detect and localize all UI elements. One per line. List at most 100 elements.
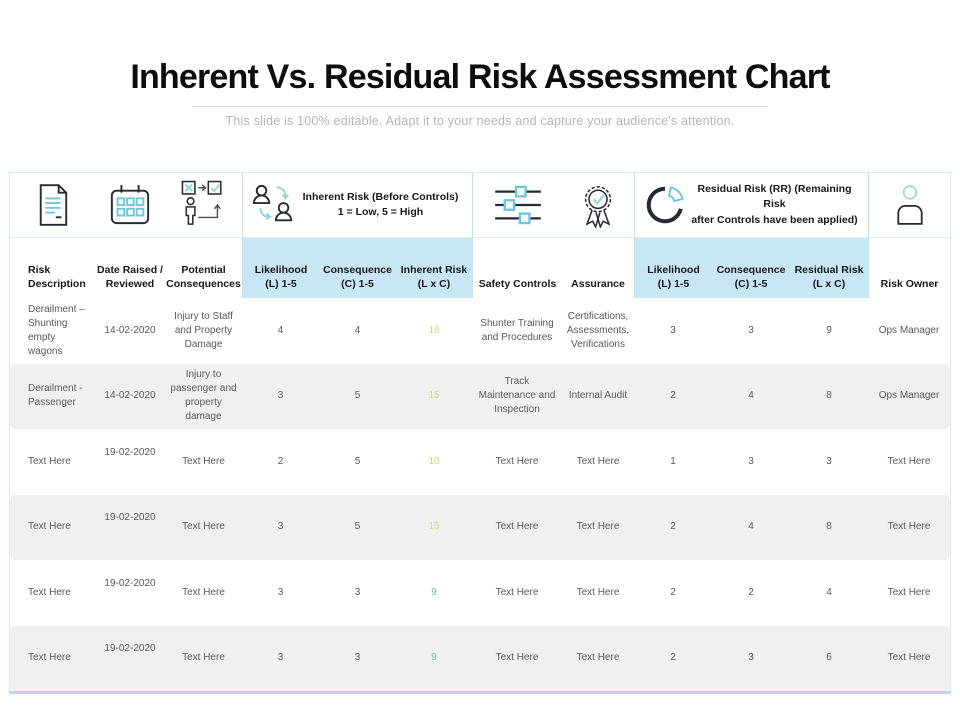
cell-residual-risk: 4 <box>790 560 868 626</box>
cell-safety-controls: Track Maintenance and Inspection <box>472 364 562 430</box>
label-line: Risk <box>28 263 51 276</box>
cell-inherent-likelihood: 3 <box>242 364 319 430</box>
cell-date-raised: 19-02-2020 <box>95 429 165 495</box>
table-body: Derailment – Shunting empty wagons 14-02… <box>10 298 950 691</box>
cell-text: 3 <box>748 455 754 467</box>
cell-text: 5 <box>354 521 361 533</box>
cell-potential-consequences: Text Here <box>165 429 242 495</box>
cell-residual-risk: 8 <box>790 364 868 430</box>
cell-safety-controls: Text Here <box>472 626 562 692</box>
cell-residual-risk: 3 <box>790 429 868 495</box>
person-icon <box>896 185 923 225</box>
header-cell-date-icon <box>95 173 165 237</box>
cell-text: 2 <box>748 586 754 598</box>
label-line: Reviewed <box>105 277 155 290</box>
cell-text: Text Here <box>495 455 539 467</box>
cell-residual-consequence: 4 <box>712 364 790 430</box>
cell-safety-controls: Shunter Training and Procedures <box>472 298 562 364</box>
cell-residual-risk: 6 <box>790 626 868 692</box>
cell-inherent-likelihood: 3 <box>242 560 319 626</box>
award-ribbon-icon <box>584 186 612 228</box>
cell-text: Derailment – Shunting empty wagons <box>28 303 85 357</box>
inherent-group-title: Inherent Risk (Before Controls) 1 = Low,… <box>295 190 472 220</box>
label-line: Inherent Risk <box>400 263 468 276</box>
page-title: Inherent Vs. Residual Risk Assessment Ch… <box>130 58 830 96</box>
subtitle: This slide is 100% editable. Adapt it to… <box>225 114 735 128</box>
table-row: Text Here 19-02-2020 Text Here 3 3 9 Tex… <box>10 625 950 692</box>
cell-inherent-risk: 10 <box>396 429 472 495</box>
inherent-group-title-line2: 1 = Low, 5 = High <box>337 206 424 218</box>
label-line: (L) 1-5 <box>657 277 690 290</box>
cell-residual-likelihood: 2 <box>634 626 712 692</box>
cell-inherent-consequence: 5 <box>319 495 396 561</box>
cell-text: 1 <box>670 455 676 467</box>
cell-text: 4 <box>354 324 361 336</box>
cell-text: 6 <box>826 652 832 664</box>
cell-text: Injury to passenger and property damage <box>170 369 237 423</box>
cell-risk-owner: Text Here <box>868 626 950 692</box>
cell-text: 14-02-2020 <box>104 324 156 336</box>
cell-text: Text Here <box>887 521 931 533</box>
column-header-date-raised: Date Raised / Reviewed <box>95 238 165 298</box>
cell-text: 19-02-2020 <box>104 512 156 524</box>
cell-residual-likelihood: 2 <box>634 495 712 561</box>
cell-risk-owner: Text Here <box>868 560 950 626</box>
cell-date-raised: 19-02-2020 <box>95 626 165 692</box>
cell-inherent-likelihood: 3 <box>242 495 319 561</box>
cell-text: Text Here <box>28 521 71 533</box>
cell-residual-likelihood: 2 <box>634 364 712 430</box>
table-row: Derailment - Passenger 14-02-2020 Injury… <box>10 363 950 430</box>
cell-text: 19-02-2020 <box>104 643 156 655</box>
cell-safety-controls: Text Here <box>472 495 562 561</box>
label-line: (L x C) <box>417 277 451 290</box>
cell-inherent-risk: 15 <box>396 364 472 430</box>
cell-risk-description: Text Here <box>10 495 95 561</box>
cell-text: Ops Manager <box>878 390 940 402</box>
cell-risk-owner: Text Here <box>868 429 950 495</box>
cell-text: Text Here <box>576 521 620 533</box>
cell-text: Internal Audit <box>568 390 628 402</box>
cell-assurance: Certifications, Assessments, Verificatio… <box>562 298 634 364</box>
cell-risk-owner: Ops Manager <box>868 298 950 364</box>
cell-residual-consequence: 3 <box>712 429 790 495</box>
label-line: Consequence <box>716 263 786 276</box>
cell-residual-likelihood: 1 <box>634 429 712 495</box>
cell-risk-description: Text Here <box>10 560 95 626</box>
people-swap-icon <box>252 184 293 222</box>
document-icon <box>39 184 67 226</box>
cell-text: Text Here <box>576 652 620 664</box>
column-header-potential-consequences: Potential Consequences <box>165 238 242 298</box>
cell-inherent-consequence: 4 <box>319 298 396 364</box>
table-row: Derailment – Shunting empty wagons 14-02… <box>10 298 950 364</box>
cell-text: Text Here <box>182 521 225 533</box>
cell-residual-consequence: 3 <box>712 626 790 692</box>
cell-text: 3 <box>277 586 284 598</box>
cell-residual-likelihood: 3 <box>634 298 712 364</box>
inherent-risk-value: 10 <box>428 455 440 467</box>
cell-text: 3 <box>670 324 676 336</box>
inherent-risk-group-header: Inherent Risk (Before Controls) 1 = Low,… <box>242 173 472 237</box>
cell-inherent-risk: 15 <box>396 495 472 561</box>
cell-inherent-likelihood: 4 <box>242 298 319 364</box>
cell-text: Text Here <box>182 455 225 467</box>
cell-text: Text Here <box>576 586 620 598</box>
cell-inherent-risk: 16 <box>396 298 472 364</box>
cell-safety-controls: Text Here <box>472 560 562 626</box>
cell-risk-description: Derailment – Shunting empty wagons <box>10 298 95 364</box>
cell-residual-risk: 9 <box>790 298 868 364</box>
inherent-group-title-line1: Inherent Risk (Before Controls) <box>302 190 459 203</box>
cell-text: Text Here <box>887 586 931 598</box>
header-cell-risk-owner-icon <box>868 173 950 237</box>
label-line: Likelihood <box>647 263 700 276</box>
cell-text: Text Here <box>576 455 620 467</box>
table-row: Text Here 19-02-2020 Text Here 3 3 9 Tex… <box>10 560 950 626</box>
cell-text: Text Here <box>495 586 539 598</box>
cell-text: 2 <box>670 390 676 402</box>
label-line: Assurance <box>571 277 625 290</box>
cell-date-raised: 14-02-2020 <box>95 298 165 364</box>
cell-potential-consequences: Text Here <box>165 495 242 561</box>
label-line: (C) 1-5 <box>341 277 374 290</box>
risk-assessment-table: Inherent Risk (Before Controls) 1 = Low,… <box>9 172 951 694</box>
inherent-risk-value: 15 <box>428 521 440 533</box>
table-row: Text Here 19-02-2020 Text Here 2 5 10 Te… <box>10 429 950 495</box>
